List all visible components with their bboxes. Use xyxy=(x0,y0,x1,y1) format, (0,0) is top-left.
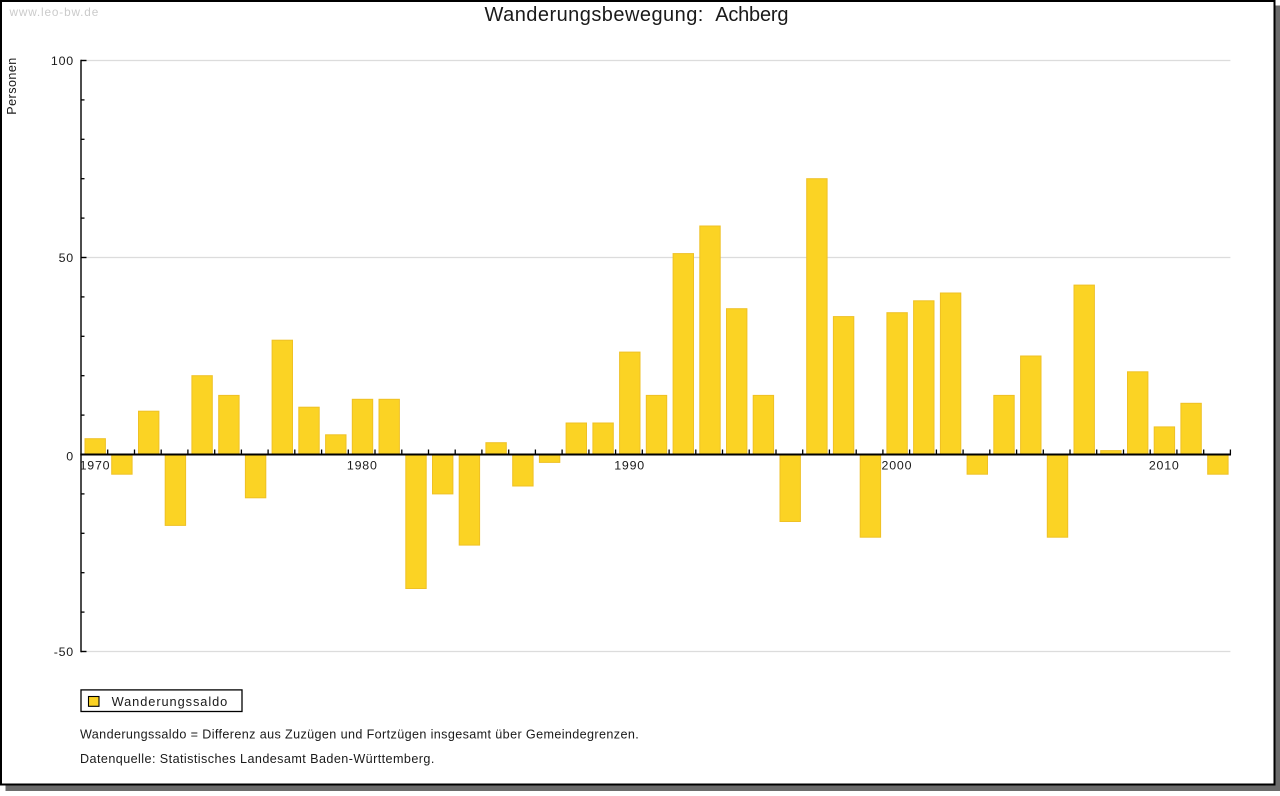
svg-text:Wanderungssaldo = Differenz au: Wanderungssaldo = Differenz aus Zuzügen … xyxy=(80,728,639,742)
svg-text:Wanderungssaldo: Wanderungssaldo xyxy=(112,694,229,709)
svg-text:1980: 1980 xyxy=(347,459,378,473)
svg-text:Achberg: Achberg xyxy=(715,4,788,26)
svg-text:-50: -50 xyxy=(54,645,74,659)
svg-text:100: 100 xyxy=(51,54,74,68)
svg-text:Datenquelle: Statistisches Lan: Datenquelle: Statistisches Landesamt Bad… xyxy=(80,752,435,766)
svg-text:Wanderungsbewegung:: Wanderungsbewegung: xyxy=(485,4,704,26)
svg-text:50: 50 xyxy=(59,251,74,265)
svg-text:2000: 2000 xyxy=(882,459,913,473)
svg-text:www.leo-bw.de: www.leo-bw.de xyxy=(9,5,100,19)
svg-text:1990: 1990 xyxy=(614,459,645,473)
svg-text:1970: 1970 xyxy=(80,459,111,473)
svg-text:2010: 2010 xyxy=(1149,459,1180,473)
svg-text:0: 0 xyxy=(66,450,74,464)
svg-text:Personen: Personen xyxy=(5,57,19,115)
